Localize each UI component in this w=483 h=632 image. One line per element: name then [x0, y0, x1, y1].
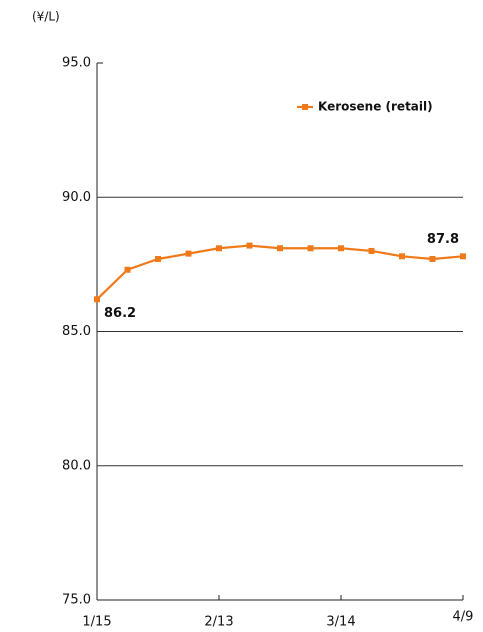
legend-marker — [302, 104, 308, 110]
point-marker — [307, 245, 314, 252]
point-marker — [338, 245, 344, 252]
y-tick-label: 90.0 — [62, 190, 91, 205]
data-label: 87.8 — [427, 232, 459, 247]
y-tick-label: 85.0 — [62, 324, 91, 339]
legend-label: Kerosene (retail) — [318, 100, 433, 114]
series-line — [96, 244, 464, 301]
point-marker — [216, 245, 222, 252]
point-marker — [185, 250, 192, 257]
point-marker — [155, 256, 161, 263]
point-marker — [277, 245, 283, 252]
x-tick-label: 4/9 — [453, 610, 474, 625]
y-tick-label: 80.0 — [62, 458, 91, 473]
y-tick-label: 95.0 — [62, 56, 91, 71]
x-tick-label: 2/13 — [204, 615, 233, 630]
x-tick-label: 1/15 — [82, 615, 111, 630]
x-tick-label: 3/14 — [326, 615, 355, 630]
point-marker — [399, 253, 405, 260]
unit-label: (¥/L) — [32, 10, 60, 24]
point-marker — [460, 253, 466, 260]
data-label: 86.2 — [104, 306, 136, 321]
point-marker — [124, 266, 131, 273]
y-tick-label: 75.0 — [62, 593, 91, 608]
point-marker — [429, 256, 436, 263]
point-marker — [94, 296, 100, 303]
point-marker — [368, 247, 375, 254]
point-marker — [246, 242, 253, 249]
